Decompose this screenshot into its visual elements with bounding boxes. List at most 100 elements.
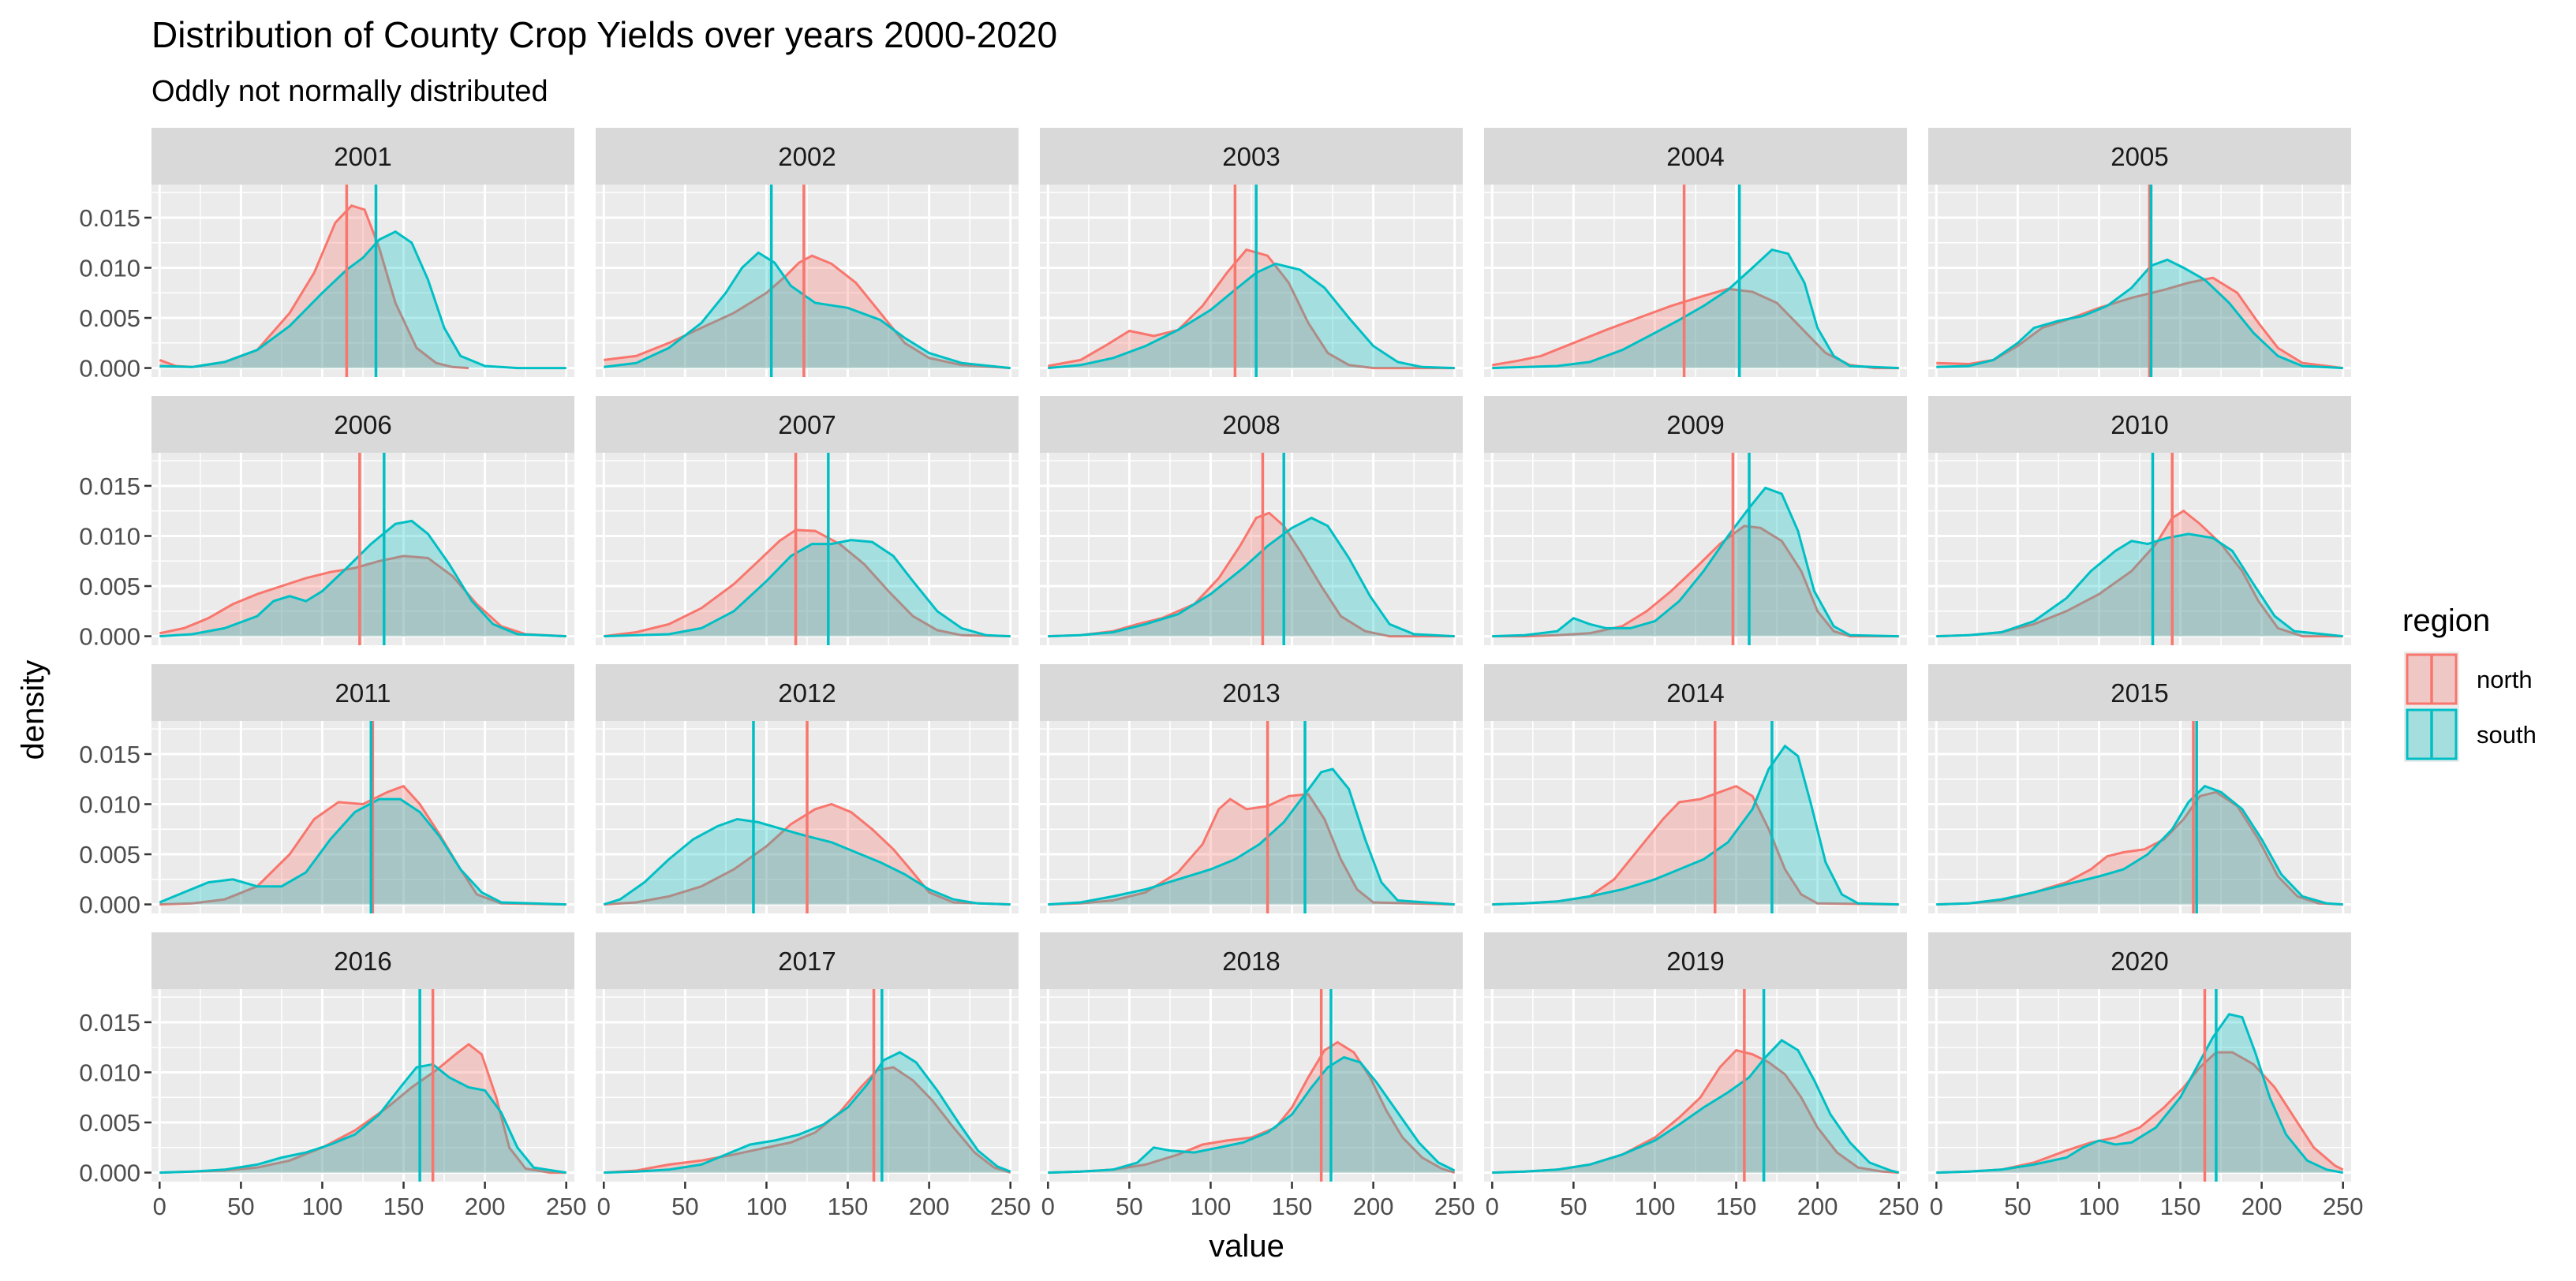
north-density-line (604, 802, 1011, 906)
south-density-line (1936, 1013, 2343, 1175)
south-density-area (159, 1064, 566, 1173)
facet-strip-label: 2008 (1222, 410, 1280, 439)
chart-title: Distribution of County Crop Yields over … (151, 14, 1057, 55)
x-tick-label: 50 (671, 1193, 698, 1220)
y-tick-label: 0.000 (79, 355, 140, 383)
north-density-area (1492, 786, 1899, 905)
north-density-area (1492, 1050, 1899, 1173)
south-density-area (1492, 249, 1899, 368)
y-tick-label: 0.005 (79, 304, 140, 332)
north-density-area (159, 786, 566, 905)
north-density-area (1492, 289, 1899, 368)
south-density-area (1936, 533, 2343, 637)
south-density-line (1492, 1038, 1900, 1175)
south-density-area (159, 799, 566, 905)
legend-item-south: south (2404, 707, 2537, 762)
facet-panel: 2003 (1040, 128, 1463, 377)
legend-label: south (2477, 721, 2537, 749)
facet-panel: 2019 0 50 100 150 200 250 (1484, 932, 1920, 1220)
y-tick-label: 0.015 (79, 472, 140, 500)
north-density-area (604, 256, 1011, 368)
south-density-area (604, 540, 1011, 637)
facet-panel: 2004 (1484, 128, 1907, 377)
south-density-line (603, 817, 1011, 906)
facet-panel: 2014 (1484, 664, 1907, 913)
facet-panel: 2018 0 50 100 150 200 250 (1040, 932, 1475, 1220)
facet-strip (596, 932, 1019, 989)
y-tick-label: 0.000 (79, 623, 140, 651)
facet-strip-label: 2012 (778, 678, 836, 708)
south-density-area (159, 521, 566, 637)
facet-panel: 2001 0.000 0.005 0.010 0.015 (79, 128, 574, 383)
north-density-area (1936, 792, 2343, 905)
x-tick-label: 250 (2323, 1193, 2364, 1220)
facet-strip (1928, 396, 2351, 453)
north-density-area (604, 529, 1011, 637)
x-tick-label: 50 (227, 1193, 254, 1220)
x-tick-label: 150 (828, 1193, 869, 1220)
x-axis-label: value (1209, 1229, 1284, 1264)
facet-strip (1040, 664, 1463, 721)
y-tick-label: 0.005 (79, 573, 140, 600)
facet-panel: 2012 (596, 664, 1019, 913)
facet-strip (1928, 128, 2351, 185)
north-density-area (1936, 510, 2343, 637)
x-tick-label: 150 (1272, 1193, 1313, 1220)
south-density-line (1048, 516, 1455, 638)
x-tick-label: 0 (1486, 1193, 1499, 1220)
x-tick-label: 100 (1635, 1193, 1676, 1220)
facet-strip-label: 2001 (334, 142, 391, 171)
south-density-line (604, 251, 1011, 370)
facet-panel: 2005 (1928, 128, 2351, 377)
north-density-area (1048, 249, 1455, 368)
north-density-line (1048, 1040, 1456, 1175)
facet-strip (151, 932, 574, 989)
x-tick-label: 100 (2079, 1193, 2120, 1220)
x-tick-label: 0 (1930, 1193, 1943, 1220)
south-density-line (1936, 532, 2343, 638)
x-tick-label: 150 (1716, 1193, 1757, 1220)
facet-strip (151, 128, 574, 185)
facet-panel: 2017 0 50 100 150 200 250 (596, 932, 1031, 1220)
x-tick-label: 250 (1434, 1193, 1475, 1220)
x-tick-label: 100 (1191, 1193, 1232, 1220)
south-density-area (1492, 745, 1899, 905)
north-density-line (604, 528, 1011, 638)
x-tick-label: 100 (302, 1193, 343, 1220)
south-density-area (1048, 517, 1455, 637)
facet-strip-label: 2004 (1666, 142, 1724, 171)
facet-strip-label: 2013 (1222, 678, 1280, 708)
facet-strip-label: 2018 (1222, 947, 1280, 976)
north-density-line (1492, 525, 1899, 638)
x-tick-label: 250 (990, 1193, 1031, 1220)
south-density-area (1936, 1014, 2343, 1173)
legend-title: region (2402, 603, 2490, 638)
facet-strip (1928, 932, 2351, 989)
x-tick-label: 200 (465, 1193, 506, 1220)
facet-strip (596, 128, 1019, 185)
north-density-area (604, 1067, 1011, 1173)
facet-strip-label: 2007 (778, 410, 836, 439)
facet-panel: 2008 (1040, 396, 1463, 645)
y-tick-label: 0.010 (79, 1059, 140, 1086)
facet-strip-label: 2015 (2111, 678, 2168, 708)
x-tick-label: 200 (1797, 1193, 1838, 1220)
y-tick-label: 0.010 (79, 790, 140, 818)
x-tick-label: 0 (1041, 1193, 1055, 1220)
south-density-line (1936, 784, 2343, 906)
x-tick-label: 100 (746, 1193, 787, 1220)
x-tick-label: 50 (1116, 1193, 1142, 1220)
facet-strip (596, 396, 1019, 453)
facet-strip (151, 664, 574, 721)
south-density-area (1492, 487, 1899, 637)
facet-strip (1040, 128, 1463, 185)
x-tick-label: 200 (909, 1193, 950, 1220)
facet-panel: 2011 0.000 0.005 0.010 0.015 (79, 664, 574, 919)
facet-strip-label: 2009 (1666, 410, 1724, 439)
north-density-line (159, 555, 566, 638)
facet-strip-label: 2020 (2111, 947, 2168, 976)
legend: region north south (2402, 603, 2537, 762)
south-density-line (1048, 262, 1455, 370)
